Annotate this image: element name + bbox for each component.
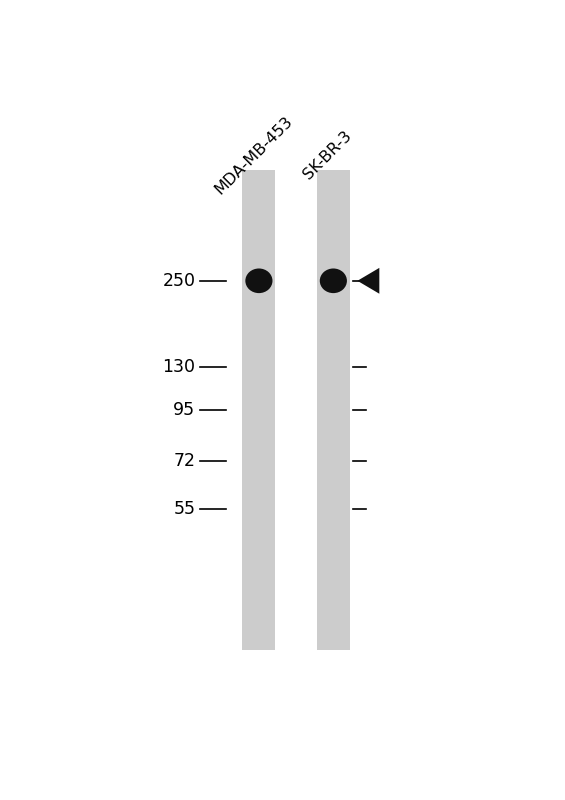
Text: 55: 55	[173, 500, 195, 518]
Bar	[242, 170, 275, 650]
Text: 250: 250	[162, 272, 195, 290]
Text: 95: 95	[173, 401, 195, 419]
Text: 130: 130	[162, 358, 195, 376]
Ellipse shape	[245, 269, 272, 293]
Ellipse shape	[320, 269, 347, 293]
Bar	[317, 170, 350, 650]
Polygon shape	[358, 268, 379, 294]
Text: 72: 72	[173, 452, 195, 470]
Text: SK-BR-3: SK-BR-3	[300, 128, 354, 182]
Text: MDA-MB-453: MDA-MB-453	[212, 114, 295, 197]
